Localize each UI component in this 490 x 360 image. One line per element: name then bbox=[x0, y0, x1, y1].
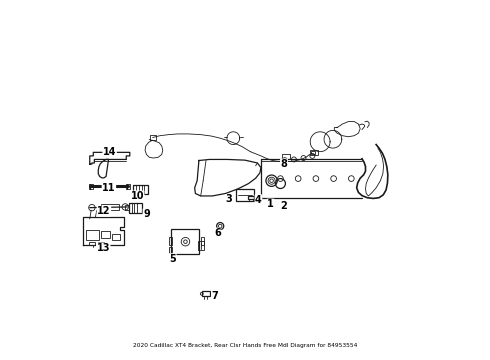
Text: 3: 3 bbox=[226, 194, 232, 204]
Text: 11: 11 bbox=[102, 183, 116, 193]
Bar bbox=[101, 231, 110, 238]
Bar bbox=[169, 238, 172, 244]
Bar bbox=[311, 151, 315, 154]
Bar bbox=[310, 149, 318, 155]
Bar bbox=[201, 238, 204, 244]
Bar bbox=[129, 203, 142, 213]
Bar bbox=[89, 184, 93, 189]
Text: 7: 7 bbox=[212, 291, 218, 301]
Bar bbox=[125, 205, 129, 210]
Text: 14: 14 bbox=[103, 147, 116, 157]
Bar bbox=[86, 230, 98, 240]
Bar bbox=[89, 242, 96, 244]
Text: 10: 10 bbox=[130, 191, 144, 201]
Bar bbox=[248, 196, 254, 199]
Text: 13: 13 bbox=[97, 243, 110, 253]
Bar bbox=[133, 185, 147, 194]
Text: 2: 2 bbox=[280, 201, 287, 211]
Bar bbox=[198, 241, 203, 250]
Bar bbox=[112, 234, 120, 240]
Text: 1: 1 bbox=[267, 199, 274, 209]
Bar bbox=[126, 184, 130, 189]
Bar bbox=[202, 291, 210, 296]
Text: 4: 4 bbox=[255, 195, 262, 205]
Bar bbox=[169, 247, 172, 253]
Text: 9: 9 bbox=[143, 209, 150, 219]
Text: 5: 5 bbox=[170, 254, 176, 264]
Bar bbox=[282, 154, 290, 159]
Text: 8: 8 bbox=[281, 159, 288, 169]
Bar bbox=[101, 204, 119, 210]
Text: 12: 12 bbox=[97, 206, 111, 216]
Text: 2020 Cadillac XT4 Bracket, Rear Clsr Hands Free Mdl Diagram for 84953554: 2020 Cadillac XT4 Bracket, Rear Clsr Han… bbox=[133, 343, 357, 348]
Text: 6: 6 bbox=[214, 228, 220, 238]
Bar bbox=[172, 229, 199, 255]
Bar bbox=[150, 135, 156, 140]
Bar bbox=[236, 189, 254, 201]
Bar bbox=[98, 242, 104, 244]
